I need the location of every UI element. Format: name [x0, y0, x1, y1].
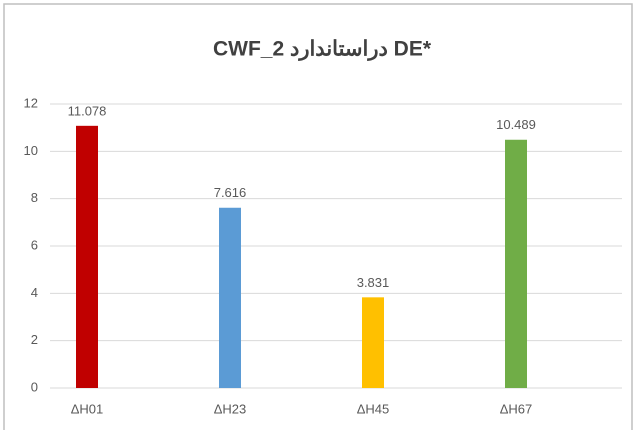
x-tick-label: ΔH01 — [71, 401, 104, 416]
y-tick-label: 12 — [24, 95, 38, 110]
x-tick-label: ΔH67 — [500, 401, 533, 416]
y-tick-label: 8 — [31, 190, 38, 205]
data-label: 7.616 — [214, 185, 247, 200]
data-label: 10.489 — [496, 117, 536, 132]
y-tick-label: 6 — [31, 237, 38, 252]
bar — [362, 297, 384, 388]
y-tick-label: 4 — [31, 285, 38, 300]
data-label: 3.831 — [357, 275, 390, 290]
chart-title: CWF_2 دراستاندارد DE* — [213, 38, 432, 62]
x-tick-label: ΔH45 — [357, 401, 390, 416]
x-tick-label: ΔH23 — [214, 401, 247, 416]
data-label: 11.078 — [68, 103, 107, 118]
y-tick-label: 0 — [31, 379, 38, 394]
bar — [76, 125, 98, 388]
chart-frame — [3, 3, 633, 430]
y-tick-label: 2 — [31, 332, 38, 347]
bar — [219, 207, 241, 388]
y-tick-label: 10 — [24, 143, 38, 158]
bar — [505, 139, 527, 388]
